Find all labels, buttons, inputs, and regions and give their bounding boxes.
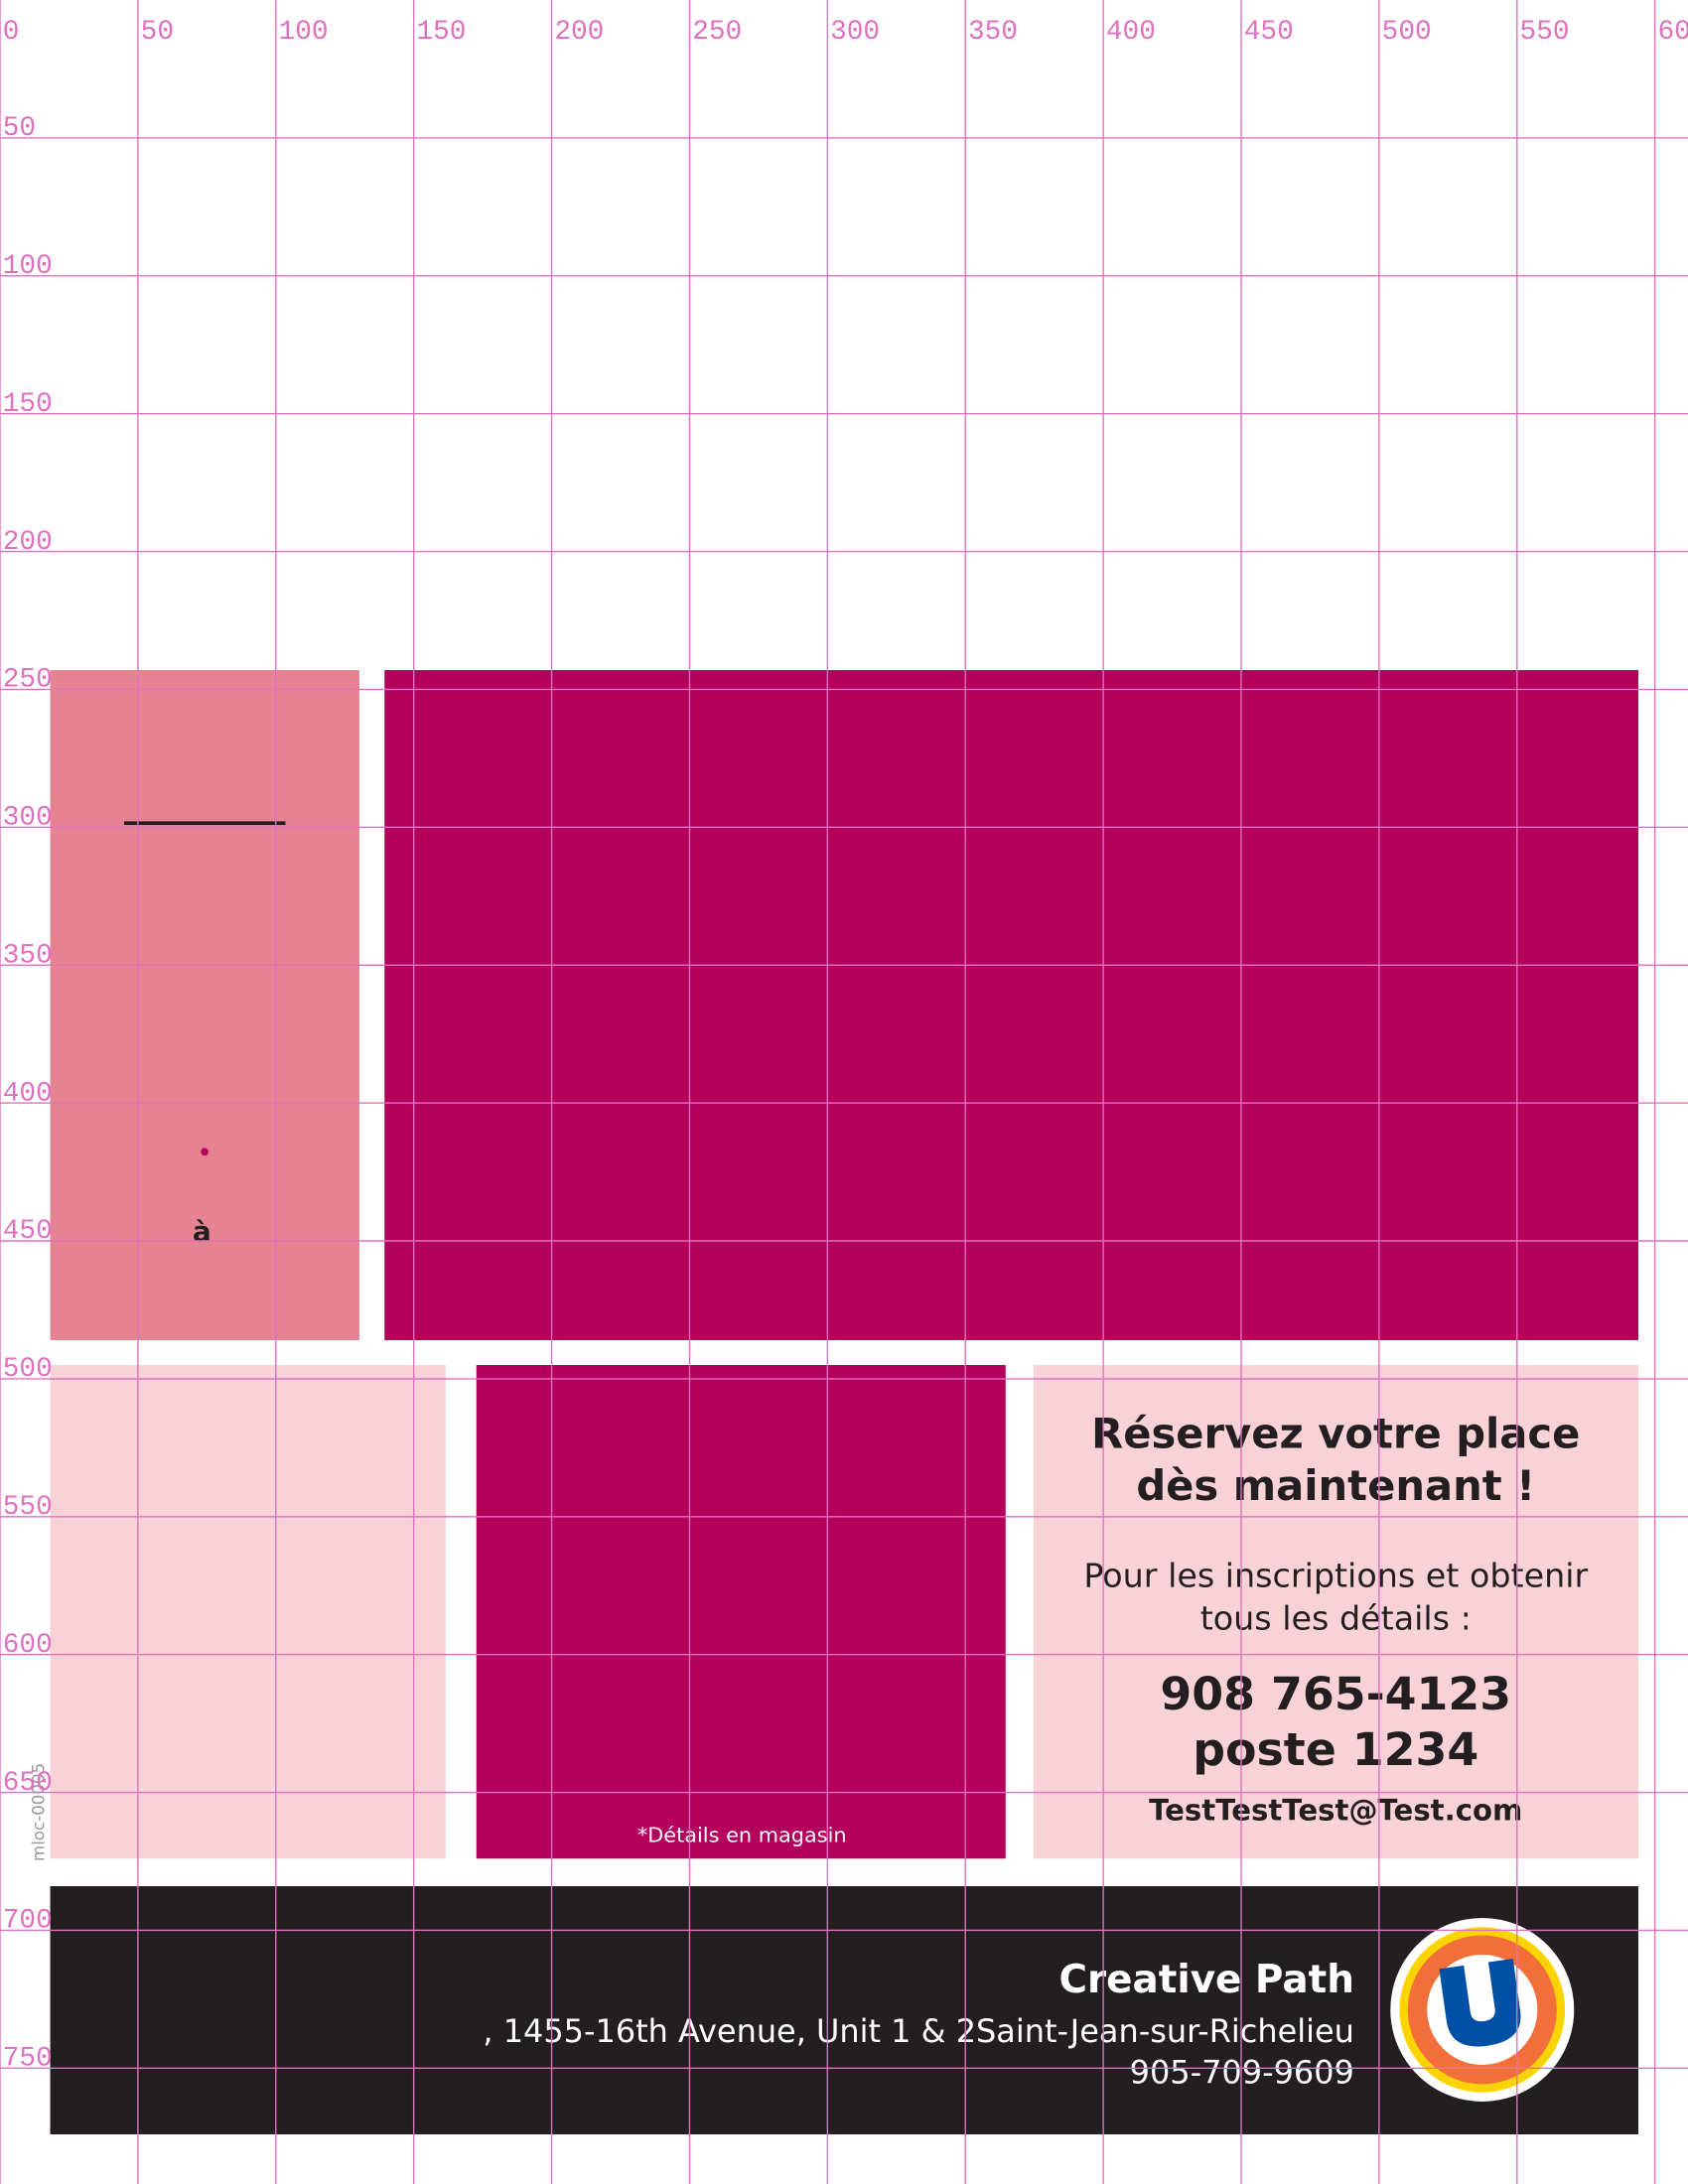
intro: tous les détails :: [1200, 1599, 1472, 1638]
grid-label: 550: [1520, 17, 1570, 48]
grid-label: 200: [3, 527, 53, 558]
grid-label: 0: [3, 17, 20, 48]
grid-label: 300: [3, 803, 53, 834]
phone: 908 765-4123: [1160, 1667, 1511, 1720]
grid-label: 150: [416, 17, 466, 48]
grid-label: 50: [141, 17, 174, 48]
phone: poste 1234: [1193, 1722, 1478, 1776]
grid-label: 450: [1244, 17, 1294, 48]
grid-label: 600: [1657, 17, 1688, 48]
hero-panel: [384, 670, 1639, 1340]
grid-label: 400: [3, 1078, 53, 1109]
grid-label: 650: [3, 1768, 53, 1799]
grid-label: 500: [3, 1354, 53, 1385]
doc-code: mloc-00005: [29, 1763, 48, 1861]
offer-panel: [476, 1365, 1006, 1859]
grid-label: 100: [3, 251, 53, 282]
grid-label: 200: [554, 17, 604, 48]
grid-label: 450: [3, 1216, 53, 1247]
grid-label: 50: [3, 113, 36, 144]
store-name: Creative Path: [1058, 1958, 1353, 2002]
side-panel: [50, 670, 359, 1340]
heading: Réservez votre place: [1091, 1409, 1580, 1457]
grid-label: 750: [3, 2044, 53, 2075]
heading: dès maintenant !: [1136, 1461, 1535, 1510]
grid-label: 300: [830, 17, 880, 48]
contact-text: Réservez votre place dès maintenant ! Po…: [1083, 1409, 1588, 1827]
footer-text: Creative Path , 1455-16th Avenue, Unit 1…: [483, 1958, 1353, 2092]
grid-label: 250: [692, 17, 742, 48]
dot: [201, 1148, 209, 1157]
grid-label: 400: [1106, 17, 1156, 48]
intro: Pour les inscriptions et obtenir: [1083, 1557, 1588, 1595]
offer-note: *Détails en magasin: [637, 1824, 847, 1847]
grid-label: 100: [279, 17, 329, 48]
grid-label: 550: [3, 1492, 53, 1523]
address: , 1455-16th Avenue, Unit 1 & 2Saint-Jean…: [483, 2012, 1353, 2050]
left-panel: [50, 1365, 446, 1859]
side-letter: à: [193, 1215, 211, 1248]
email: TestTestTest@Test.com: [1149, 1793, 1522, 1827]
grid-label: 150: [3, 389, 53, 420]
grid-label: 600: [3, 1630, 53, 1661]
grid-label: 700: [3, 1906, 53, 1937]
footer: [50, 1886, 1639, 2134]
contact-panel: [1033, 1365, 1638, 1859]
grid-label: 500: [1382, 17, 1432, 48]
store-phone: 905-709-9609: [1130, 2054, 1354, 2092]
logo: [1390, 1917, 1575, 2102]
grid-label: 350: [3, 940, 53, 971]
grid-label: 250: [3, 665, 53, 696]
grid-label: 350: [968, 17, 1018, 48]
